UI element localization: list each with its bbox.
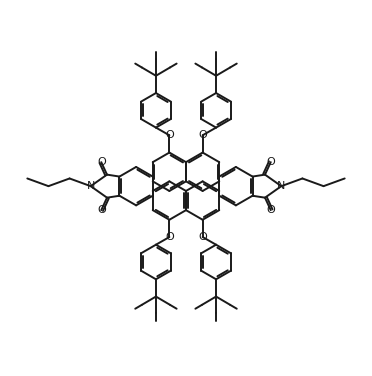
Text: O: O xyxy=(165,232,174,242)
Text: N: N xyxy=(87,181,95,191)
Text: O: O xyxy=(97,157,106,167)
Text: O: O xyxy=(97,205,106,215)
Text: O: O xyxy=(198,130,207,140)
Text: O: O xyxy=(266,157,275,167)
Text: N: N xyxy=(277,181,285,191)
Text: O: O xyxy=(165,130,174,140)
Text: O: O xyxy=(266,205,275,215)
Text: O: O xyxy=(198,232,207,242)
